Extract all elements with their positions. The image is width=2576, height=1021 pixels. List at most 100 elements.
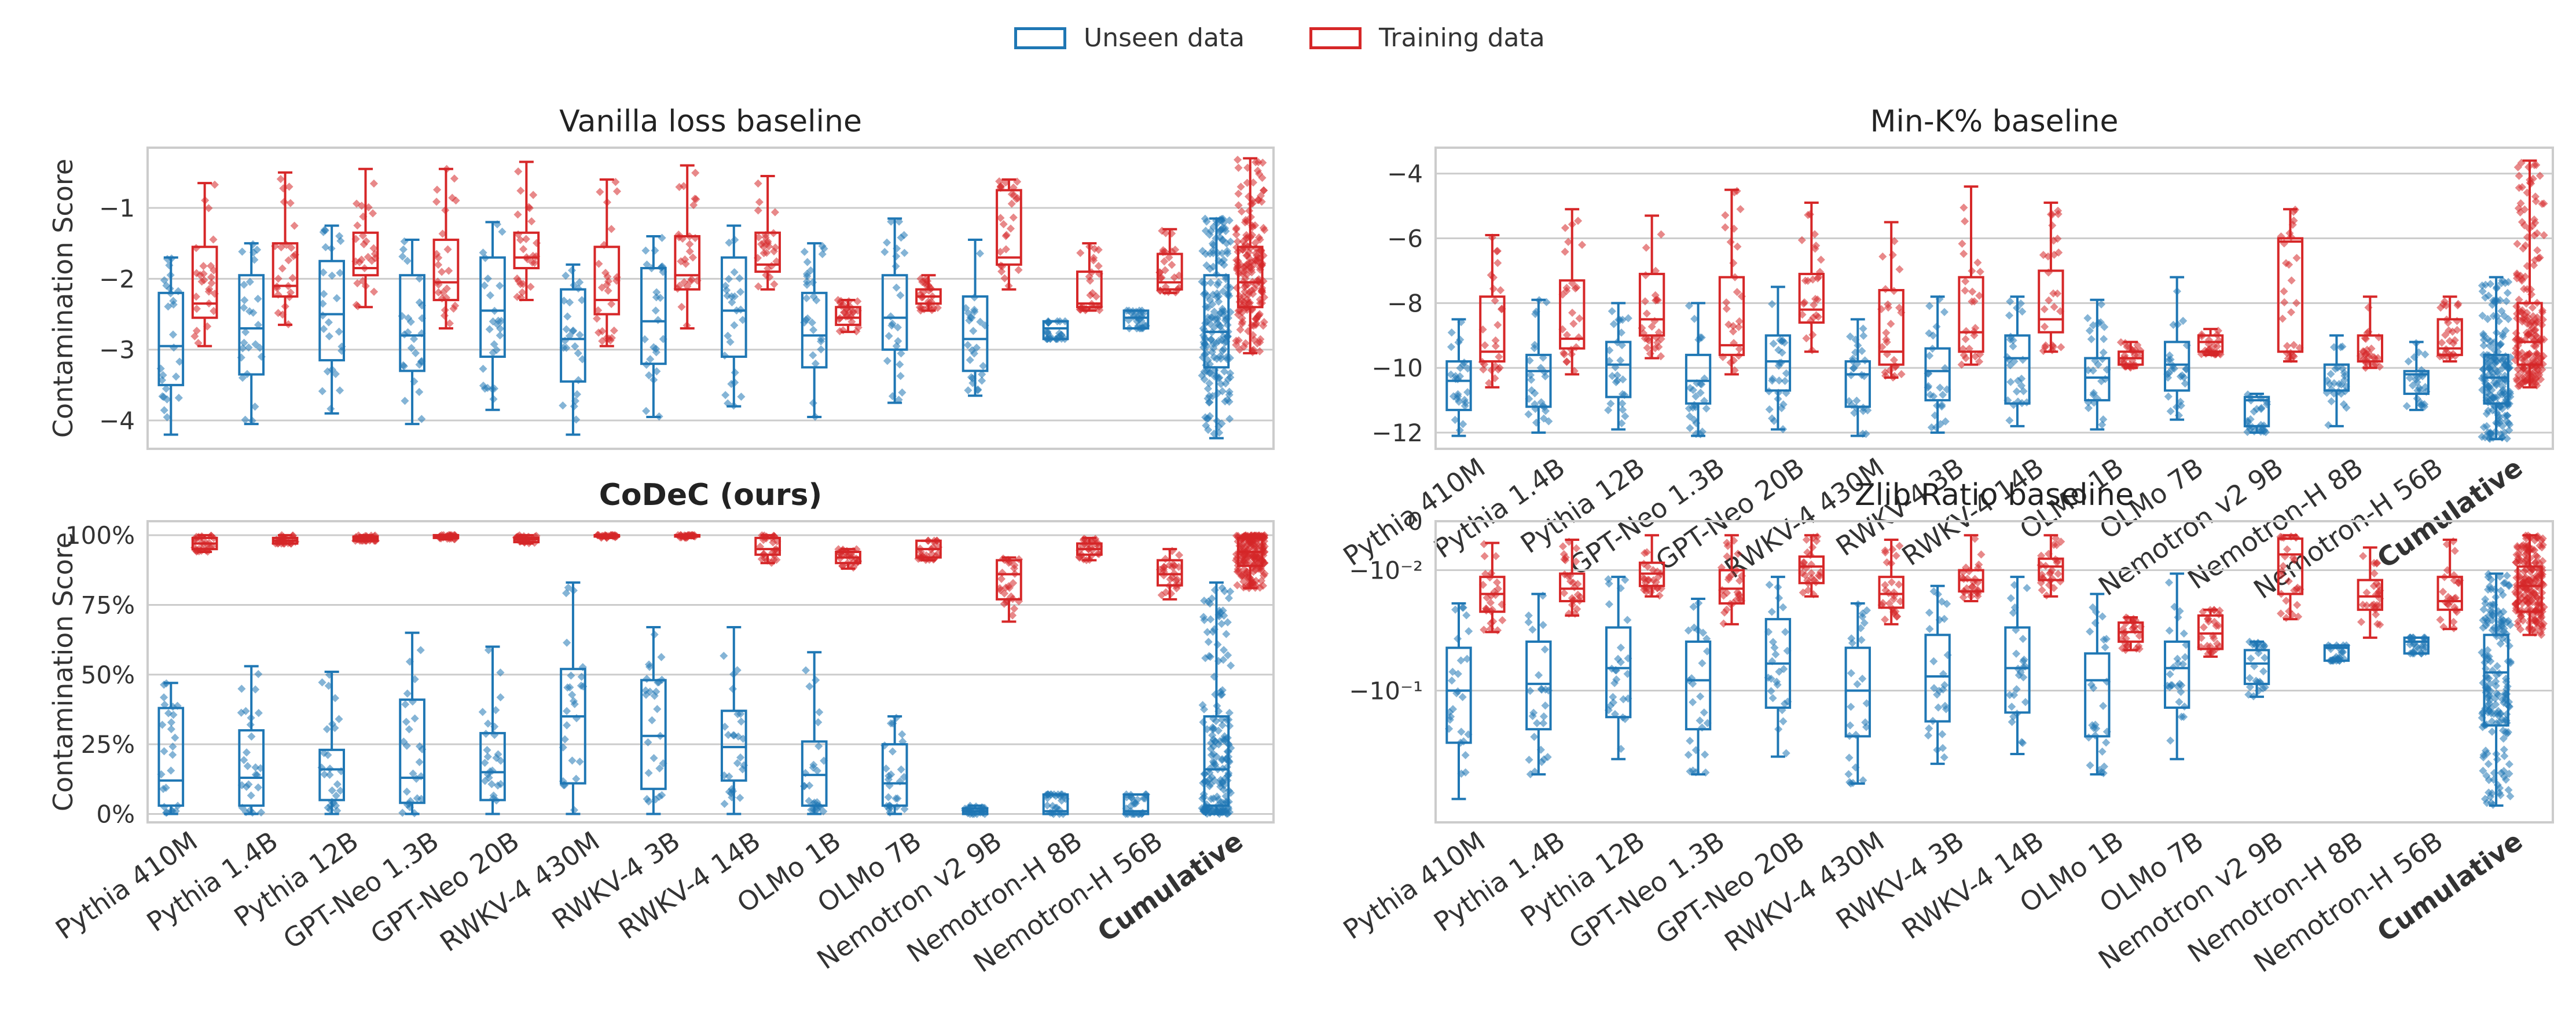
- sample-point: [207, 279, 216, 287]
- sample-point: [652, 288, 661, 297]
- sample-point: [1561, 247, 1569, 256]
- box-training-5: [1798, 532, 1825, 599]
- sample-point: [2086, 761, 2094, 770]
- box-iqr: [191, 246, 218, 319]
- box-iqr: [1685, 353, 1712, 405]
- sample-point: [767, 262, 776, 270]
- sample-point: [162, 385, 171, 393]
- sample-point: [2440, 573, 2449, 581]
- box-unseen-2: [237, 240, 266, 426]
- sample-point: [721, 391, 730, 400]
- sample-point: [478, 708, 487, 716]
- sample-point: [2165, 626, 2174, 635]
- sample-point: [894, 336, 902, 346]
- sample-point: [809, 398, 817, 408]
- sample-point: [2372, 610, 2380, 619]
- sample-point: [1206, 279, 1215, 287]
- sample-point: [1962, 327, 1970, 335]
- legend-item-training: Training data: [1309, 23, 1545, 53]
- box-unseen-6: [559, 263, 587, 436]
- sample-point: [1657, 230, 1665, 239]
- box-unseen-12: [1042, 317, 1070, 343]
- sample-point: [1447, 342, 1456, 352]
- sample-point: [559, 401, 567, 410]
- sample-point: [924, 300, 933, 309]
- sample-point: [271, 241, 280, 250]
- sample-point: [2492, 328, 2501, 337]
- sample-point: [2287, 276, 2296, 285]
- sample-point: [489, 395, 498, 404]
- sample-point: [610, 326, 618, 335]
- sample-point: [398, 312, 406, 320]
- sample-point: [1525, 755, 1533, 764]
- sample-point: [399, 361, 408, 369]
- sample-point: [1605, 600, 1613, 609]
- sample-point: [574, 349, 582, 358]
- sample-point: [1159, 248, 1168, 257]
- sample-point: [2484, 760, 2493, 769]
- sample-point: [519, 280, 527, 288]
- sample-point: [1013, 177, 1022, 186]
- sample-point: [673, 284, 682, 293]
- sample-point: [166, 289, 175, 298]
- sample-point: [352, 301, 361, 309]
- sample-point: [853, 306, 862, 315]
- sample-point: [1768, 299, 1777, 309]
- box-training-3: [351, 531, 380, 545]
- sample-point: [897, 349, 905, 358]
- sample-point: [522, 235, 530, 243]
- sample-point: [351, 257, 360, 266]
- box-unseen-10: [2163, 276, 2191, 421]
- sample-point: [490, 384, 499, 393]
- sample-point: [445, 266, 453, 275]
- sample-point: [964, 386, 973, 395]
- box-unseen-7: [1924, 295, 1951, 434]
- sample-point: [2439, 587, 2447, 596]
- points-unseen-7: [640, 233, 667, 421]
- sample-point: [679, 182, 688, 191]
- points-unseen-4: [398, 237, 427, 423]
- box-training-9: [2116, 338, 2145, 372]
- sample-point: [403, 257, 412, 265]
- sample-point: [574, 376, 583, 385]
- sample-point: [439, 288, 447, 297]
- sample-point: [407, 343, 416, 352]
- box-training-13: [2436, 537, 2464, 632]
- sample-point: [920, 278, 929, 287]
- y-tick-label: 75%: [81, 591, 135, 619]
- sample-point: [318, 299, 327, 308]
- sample-point: [611, 178, 620, 186]
- sample-point: [328, 271, 336, 280]
- plot-frame: [146, 147, 1275, 450]
- sample-point: [917, 303, 926, 312]
- box-unseen-6: [559, 581, 588, 815]
- box-training-8: [753, 174, 781, 291]
- y-tick-label: −8: [1387, 289, 1423, 317]
- sample-point: [1461, 751, 1470, 760]
- sample-point: [417, 357, 425, 366]
- box-training-12: [1075, 535, 1103, 565]
- sample-point: [2359, 552, 2368, 561]
- y-tick-label: −4: [99, 407, 135, 435]
- sample-point: [731, 236, 739, 244]
- sample-point: [401, 700, 410, 709]
- box-unseen-14: [2478, 276, 2515, 443]
- sample-point: [324, 318, 333, 327]
- sample-point: [2012, 387, 2021, 396]
- sample-point: [892, 283, 901, 292]
- box-training-6: [1877, 221, 1906, 382]
- sample-point: [237, 685, 246, 693]
- sample-point: [653, 705, 662, 713]
- box-iqr: [801, 291, 828, 369]
- sample-point: [405, 725, 413, 734]
- sample-point: [2098, 354, 2107, 363]
- sample-point: [162, 281, 171, 290]
- sample-point: [241, 328, 250, 336]
- sample-point: [1976, 268, 1984, 276]
- sample-point: [434, 277, 442, 286]
- sample-point: [607, 299, 616, 309]
- sample-point: [852, 327, 861, 336]
- sample-point: [1493, 626, 1502, 635]
- points-training-6: [593, 531, 621, 542]
- sample-point: [2491, 592, 2500, 602]
